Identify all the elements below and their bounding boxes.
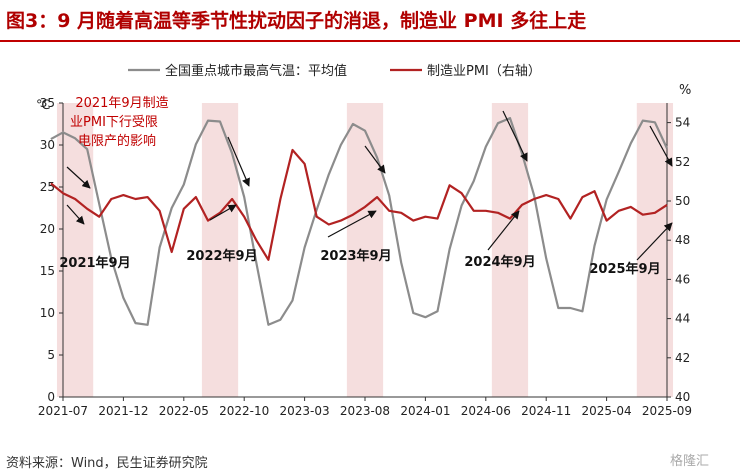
figure-header: 图3：9 月随着高温等季节性扰动因子的消退，制造业 PMI 多往上走 xyxy=(0,0,740,42)
x-tick-label: 2021-07 xyxy=(38,404,88,418)
annotation-arrow-7 xyxy=(487,210,520,251)
y-right-tick-label: 48 xyxy=(675,233,690,247)
y-left-tick-label: 35 xyxy=(40,96,55,110)
y-left-tick-label: 25 xyxy=(40,180,55,194)
annotation-arrow-8 xyxy=(649,125,673,167)
temperature-line xyxy=(50,116,668,326)
axes: 0 5 10 15 20 25 30 35 40 42 44 46 48 50 52 54 2021-07 202… xyxy=(38,96,692,418)
watermark: 格隆汇 xyxy=(670,454,710,469)
y-right-tick-label: 52 xyxy=(675,155,690,169)
september-label-3: 2023年9月 xyxy=(320,248,391,264)
y-right-tick-label: 54 xyxy=(675,116,690,130)
annotation-arrow-5 xyxy=(327,210,377,238)
legend: 全国重点城市最高气温：平均值 制造业PMI（右轴） xyxy=(128,63,541,79)
x-tick-label: 2022-05 xyxy=(159,404,209,418)
legend-temp-label: 全国重点城市最高气温：平均值 xyxy=(165,63,347,79)
x-tick-label: 2023-08 xyxy=(340,404,390,418)
september-label-4: 2024年9月 xyxy=(464,254,535,270)
annotation-arrow-4 xyxy=(364,145,386,174)
shaded-period-2 xyxy=(346,103,384,397)
x-tick-label: 2021-12 xyxy=(98,404,148,418)
pmi-line xyxy=(50,148,668,261)
x-tick-label: 2022-10 xyxy=(219,404,269,418)
annotation-arrow-9 xyxy=(636,222,673,261)
september-label-1: 2021年9月 xyxy=(59,255,130,271)
figure-title: 图3：9 月随着高温等季节性扰动因子的消退，制造业 PMI 多往上走 xyxy=(6,10,587,32)
y-left-tick-label: 15 xyxy=(40,264,55,278)
x-tick-label: 2025-04 xyxy=(582,404,632,418)
y-right-tick-label: 42 xyxy=(675,351,690,365)
annotation-arrow-3 xyxy=(209,204,237,221)
annotation-arrow-1 xyxy=(66,204,85,225)
y-left-unit: ℃ xyxy=(36,98,51,113)
source-note: 资料来源：Wind，民生证券研究院 xyxy=(6,456,208,471)
y-right-tick-label: 40 xyxy=(675,390,690,404)
x-tick-label: 2024-06 xyxy=(461,404,511,418)
y-right-unit: % xyxy=(679,83,691,98)
annotation-arrow-6 xyxy=(502,110,528,162)
x-tick-label: 2024-01 xyxy=(400,404,450,418)
y-right-tick-label: 44 xyxy=(675,312,690,326)
shaded-period-3 xyxy=(491,103,529,397)
x-tick-label: 2025-09 xyxy=(642,404,692,418)
annotation-arrow-0 xyxy=(66,166,91,189)
red-note-line-1: 业PMI下行受限 xyxy=(70,115,158,130)
y-left-tick-label: 10 xyxy=(40,306,55,320)
x-tick-label: 2023-03 xyxy=(280,404,330,418)
y-left-tick-label: 5 xyxy=(47,348,55,362)
y-left-tick-label: 20 xyxy=(40,222,55,236)
red-note-line-2: 电限产的影响 xyxy=(78,133,156,149)
y-right-tick-label: 46 xyxy=(675,272,690,286)
chart: 0 5 10 15 20 25 30 35 40 42 44 46 48 50 52 54 2021-07 202… xyxy=(36,63,692,418)
y-left-tick-label: 0 xyxy=(47,390,55,404)
y-left-tick-label: 30 xyxy=(40,138,55,152)
september-label-5: 2025年9月 xyxy=(589,261,660,277)
y-right-tick-label: 50 xyxy=(675,194,690,208)
annotation-arrow-2 xyxy=(227,136,250,187)
x-tick-label: 2024-11 xyxy=(521,404,571,418)
series-lines xyxy=(50,116,668,326)
legend-pmi-label: 制造业PMI（右轴） xyxy=(427,64,541,79)
red-note-line-0: 2021年9月制造 xyxy=(75,96,168,111)
september-label-2: 2022年9月 xyxy=(186,248,257,264)
